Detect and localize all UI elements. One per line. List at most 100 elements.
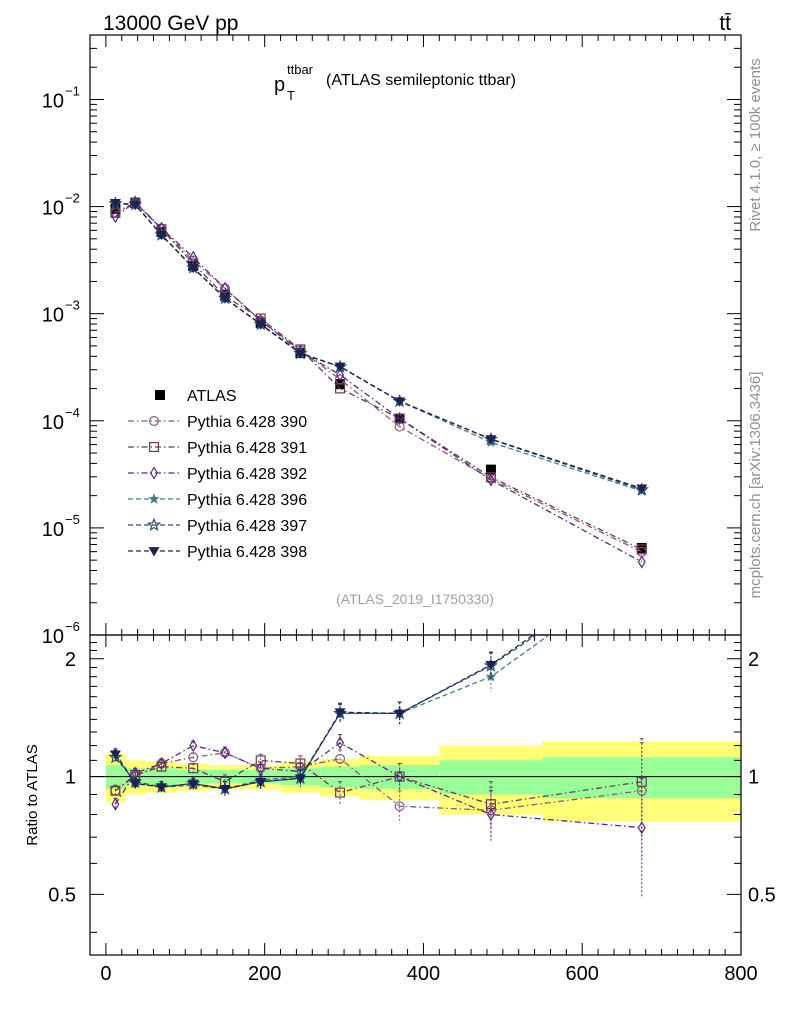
rivet-label: Rivet 4.1.0, ≥ 100k events xyxy=(747,58,764,231)
series-point xyxy=(335,383,346,394)
series-point xyxy=(336,368,345,382)
ratio-series-line xyxy=(114,742,642,829)
y-tick-exponent: −5 xyxy=(65,512,80,527)
legend-marker xyxy=(149,416,160,427)
ratio-point xyxy=(394,709,406,719)
ratio-point xyxy=(335,787,346,798)
y-tick-label: 10 xyxy=(42,412,64,434)
y-tick-label: 10 xyxy=(42,198,64,220)
ratio-tick-label: 2 xyxy=(65,649,76,671)
series-point xyxy=(334,362,346,373)
y-tick-exponent: −6 xyxy=(65,619,80,634)
y-tick-label: 10 xyxy=(42,519,64,541)
y-tick-label: 10 xyxy=(42,305,64,327)
ratio-tick-label-right: 2 xyxy=(748,649,759,671)
series-point xyxy=(395,411,404,426)
series-point xyxy=(486,473,495,487)
legend-marker xyxy=(148,493,160,504)
series-p392 xyxy=(111,195,646,569)
header-energy-label: 13000 GeV pp xyxy=(103,12,238,35)
legend-label: Pythia 6.428 398 xyxy=(187,544,307,561)
ratio-point xyxy=(129,779,141,790)
x-tick-label: 200 xyxy=(248,963,281,985)
series-point xyxy=(394,397,406,407)
title-subscript: T xyxy=(287,88,295,103)
ratio-point xyxy=(395,769,404,784)
ratio-point xyxy=(108,749,123,764)
ratio-point xyxy=(188,763,199,774)
legend-label: Pythia 6.428 392 xyxy=(187,466,307,483)
ratio-point xyxy=(486,807,495,822)
y-tick-label: 10 xyxy=(42,626,64,648)
ratio-point xyxy=(219,785,231,795)
y-tick-exponent: −2 xyxy=(65,191,80,206)
ratio-series-p398 xyxy=(109,635,535,797)
ratio-point xyxy=(109,750,121,760)
series-point xyxy=(294,349,306,359)
ratio-point xyxy=(255,777,267,788)
x-tick-label: 400 xyxy=(407,963,440,985)
series-point xyxy=(255,320,267,330)
ratio-point xyxy=(156,761,167,772)
ratio-tick-label: 1 xyxy=(65,767,76,789)
series-point xyxy=(155,230,167,241)
ratio-point xyxy=(394,801,405,812)
main-panel: 10−110−210−310−410−510−6 xyxy=(42,34,742,955)
ratio-point xyxy=(220,746,229,760)
ratio-point xyxy=(155,783,167,793)
ratio-axis-label: Ratio to ATLAS xyxy=(24,744,41,845)
ratio-point xyxy=(637,821,646,835)
ratio-series-line xyxy=(115,759,642,805)
legend-label: Pythia 6.428 397 xyxy=(187,518,307,535)
ratio-frame xyxy=(89,634,742,956)
ratio-point xyxy=(111,797,120,811)
title-p: p xyxy=(274,74,285,96)
ratio-point xyxy=(188,752,199,763)
y-tick-exponent: −4 xyxy=(65,405,80,420)
plot-title: p T ttbar (ATLAS semileptonic ttbar) xyxy=(274,62,516,103)
legend: ATLAS Pythia 6.428 390 Pythia 6.428 391 Pyt… xyxy=(128,388,307,561)
series-point xyxy=(394,421,405,432)
ratio-point xyxy=(255,755,266,766)
series-point xyxy=(187,263,199,274)
ratio-point xyxy=(336,736,345,750)
series-point xyxy=(637,555,646,569)
legend-atlas-marker xyxy=(155,390,165,400)
ratio-panel: 0 200 400 600 800 0.5 0.5 1 1 2 2 xyxy=(48,634,776,985)
legend-marker xyxy=(149,442,160,453)
y-tick-exponent: −1 xyxy=(65,83,80,98)
ratio-tick-label: 0.5 xyxy=(48,884,76,906)
series-point xyxy=(636,484,648,494)
series-point xyxy=(219,294,231,304)
atlas-point xyxy=(485,464,496,475)
ratio-tick-label-right: 1 xyxy=(748,767,759,789)
ratio-point xyxy=(294,774,306,784)
title-text: (ATLAS semileptonic ttbar) xyxy=(326,72,516,89)
ratio-series-line xyxy=(115,752,642,811)
series-p398 xyxy=(109,199,648,494)
ratio-point xyxy=(636,776,647,787)
band-green xyxy=(439,760,543,795)
x-tick-label: 600 xyxy=(566,963,599,985)
ratio-point xyxy=(189,738,198,753)
legend-marker xyxy=(148,547,160,557)
ratio-point xyxy=(187,779,199,790)
mcplots-label: mcplots.cern.ch [arXiv:1306.3436] xyxy=(747,372,764,599)
legend-label: Pythia 6.428 391 xyxy=(187,440,307,457)
ratio-point xyxy=(157,756,166,771)
x-tick-label: 800 xyxy=(724,963,757,985)
header-process-label: tt̄ xyxy=(719,12,731,35)
ratio-tick-label-right: 0.5 xyxy=(748,884,776,906)
ratio-point xyxy=(485,660,497,671)
analysis-id: (ATLAS_2019_I1750330) xyxy=(336,591,494,607)
ratio-point xyxy=(334,708,346,718)
title-superscript: ttbar xyxy=(287,62,314,77)
series-point xyxy=(636,544,647,555)
series-point xyxy=(485,435,497,445)
y-tick-exponent: −3 xyxy=(65,298,80,313)
series-point xyxy=(129,201,141,211)
x-tick-label: 0 xyxy=(100,963,111,985)
series-point xyxy=(111,209,120,224)
ratio-point xyxy=(110,785,121,796)
